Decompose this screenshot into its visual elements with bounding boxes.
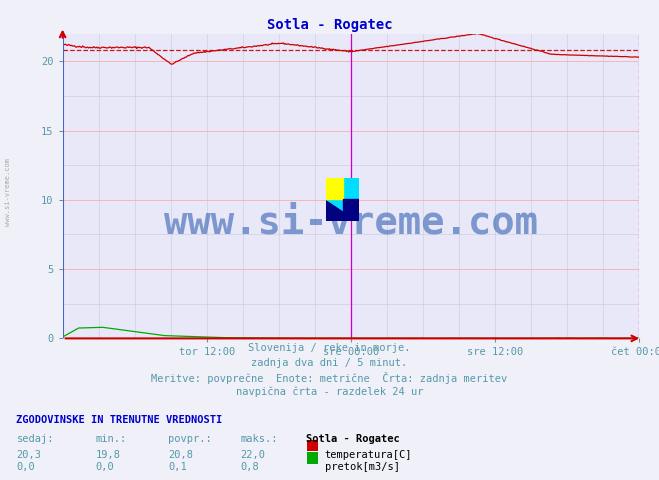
- Text: Meritve: povprečne  Enote: metrične  Črta: zadnja meritev: Meritve: povprečne Enote: metrične Črta:…: [152, 372, 507, 384]
- Bar: [326, 178, 343, 199]
- Text: Slovenija / reke in morje.: Slovenija / reke in morje.: [248, 343, 411, 353]
- Polygon shape: [343, 199, 359, 221]
- Text: 20,3: 20,3: [16, 450, 42, 460]
- Text: povpr.:: povpr.:: [168, 434, 212, 444]
- Text: zadnja dva dni / 5 minut.: zadnja dva dni / 5 minut.: [251, 358, 408, 368]
- Text: 0,0: 0,0: [16, 462, 35, 472]
- Text: ZGODOVINSKE IN TRENUTNE VREDNOSTI: ZGODOVINSKE IN TRENUTNE VREDNOSTI: [16, 415, 223, 425]
- Text: navpična črta - razdelek 24 ur: navpična črta - razdelek 24 ur: [236, 386, 423, 397]
- Text: 0,0: 0,0: [96, 462, 114, 472]
- Text: 0,8: 0,8: [241, 462, 259, 472]
- Bar: [326, 178, 343, 199]
- Text: 22,0: 22,0: [241, 450, 266, 460]
- Polygon shape: [326, 178, 359, 221]
- Text: min.:: min.:: [96, 434, 127, 444]
- Text: Sotla - Rogatec: Sotla - Rogatec: [306, 434, 400, 444]
- Text: Sotla - Rogatec: Sotla - Rogatec: [267, 18, 392, 32]
- Text: temperatura[C]: temperatura[C]: [325, 450, 413, 460]
- Text: sedaj:: sedaj:: [16, 434, 54, 444]
- Text: pretok[m3/s]: pretok[m3/s]: [325, 462, 400, 472]
- Text: maks.:: maks.:: [241, 434, 278, 444]
- Text: 20,8: 20,8: [168, 450, 193, 460]
- Text: www.si-vreme.com: www.si-vreme.com: [164, 204, 538, 241]
- Text: 0,1: 0,1: [168, 462, 186, 472]
- Text: 19,8: 19,8: [96, 450, 121, 460]
- Text: www.si-vreme.com: www.si-vreme.com: [5, 158, 11, 226]
